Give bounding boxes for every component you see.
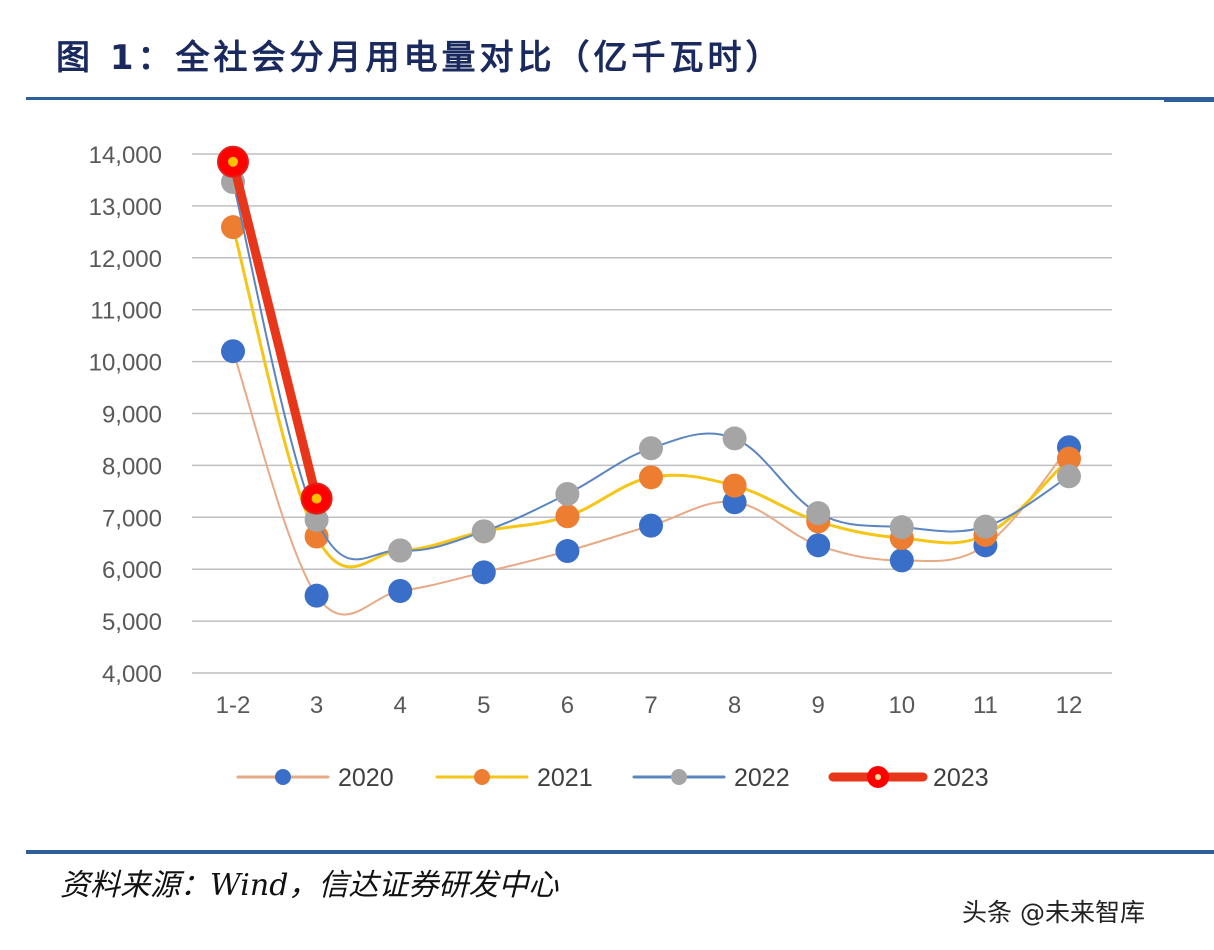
y-tick-label: 13,000 [89, 194, 162, 221]
x-tick-label: 10 [888, 692, 915, 719]
figure-title: 图 1：全社会分月用电量对比（亿千瓦时） [56, 38, 784, 78]
x-tick-label: 9 [812, 692, 825, 719]
bottom-divider [26, 850, 1214, 854]
series-line [228, 157, 322, 504]
y-tick-label: 5,000 [102, 609, 162, 636]
data-point-marker [1057, 464, 1081, 489]
x-tick-label: 5 [477, 692, 490, 719]
data-point-marker [221, 215, 245, 240]
series-2022 [221, 170, 1081, 563]
data-point-marker [555, 481, 580, 506]
y-tick-label: 6,000 [102, 557, 162, 584]
data-point-marker-center [228, 156, 238, 167]
legend: 2020 2021 2022 2023 [236, 764, 989, 792]
y-tick-label: 11,000 [90, 298, 162, 325]
legend-marker [671, 769, 687, 785]
y-tick-label: 10,000 [89, 350, 162, 377]
legend-marker [275, 769, 291, 785]
y-tick-label: 4,000 [102, 661, 162, 688]
data-point-marker [555, 539, 580, 564]
x-tick-label: 3 [310, 692, 323, 719]
data-point-marker [304, 507, 329, 532]
top-divider [26, 97, 1214, 100]
legend-item-2023: 2023 [828, 764, 989, 792]
series-lines [217, 145, 1081, 616]
data-point-marker [221, 339, 245, 364]
data-point-marker [639, 465, 663, 490]
data-point-marker [388, 578, 413, 603]
legend-item-2020: 2020 [236, 764, 394, 792]
x-tick-label: 7 [644, 692, 657, 719]
x-axis-ticks: 1-2 3 4 5 6 7 8 9 10 11 12 [216, 692, 1083, 719]
legend-label: 2022 [734, 764, 790, 792]
y-tick-label: 9,000 [102, 402, 162, 429]
watermark: 头条 @未来智库 [962, 898, 1145, 927]
line-chart: 4,000 5,000 6,000 7,000 8,000 9,000 10,000 11,0… [89, 142, 1112, 792]
x-tick-label: 4 [394, 692, 407, 719]
x-tick-label: 12 [1056, 692, 1083, 719]
data-point-marker [555, 504, 580, 529]
y-axis-ticks: 4,000 5,000 6,000 7,000 8,000 9,000 10,000 11,0… [89, 142, 162, 688]
y-tick-label: 12,000 [89, 246, 162, 273]
source-note: 资料来源：Wind，信达证券研发中心 [60, 868, 559, 903]
legend-marker [474, 769, 490, 785]
legend-label: 2020 [338, 764, 394, 792]
legend-label: 2021 [537, 764, 593, 792]
data-point-marker [889, 548, 914, 573]
data-point-marker [722, 426, 747, 451]
data-point-marker [973, 514, 998, 539]
series-line [231, 225, 1071, 569]
legend-item-2022: 2022 [632, 764, 790, 792]
top-divider-accent [1164, 98, 1214, 102]
data-point-marker [889, 515, 914, 540]
legend-item-2021: 2021 [435, 764, 593, 792]
x-tick-label: 11 [973, 692, 998, 719]
data-point-marker [388, 538, 413, 563]
series-2023 [217, 145, 333, 515]
data-point-marker [471, 519, 496, 544]
legend-label: 2023 [933, 764, 989, 792]
data-point-marker [806, 501, 831, 526]
x-tick-label: 8 [728, 692, 741, 719]
data-point-marker [304, 583, 329, 608]
series-line [232, 350, 1070, 616]
data-point-marker [639, 513, 663, 538]
data-point-marker [471, 560, 496, 585]
y-tick-label: 8,000 [102, 453, 162, 480]
series-2020 [221, 339, 1081, 616]
series-line [232, 181, 1070, 561]
data-point-marker [722, 490, 747, 515]
legend-marker-center [875, 774, 881, 780]
y-tick-label: 14,000 [89, 142, 162, 169]
data-point-marker [806, 533, 831, 558]
data-point-marker [639, 436, 663, 461]
data-point-marker [722, 473, 747, 498]
x-tick-label: 6 [561, 692, 574, 719]
gridlines [192, 153, 1112, 674]
x-tick-label: 1-2 [216, 692, 251, 719]
y-tick-label: 7,000 [102, 505, 162, 532]
data-point-marker [1057, 446, 1081, 471]
data-point-marker-center [311, 493, 322, 504]
